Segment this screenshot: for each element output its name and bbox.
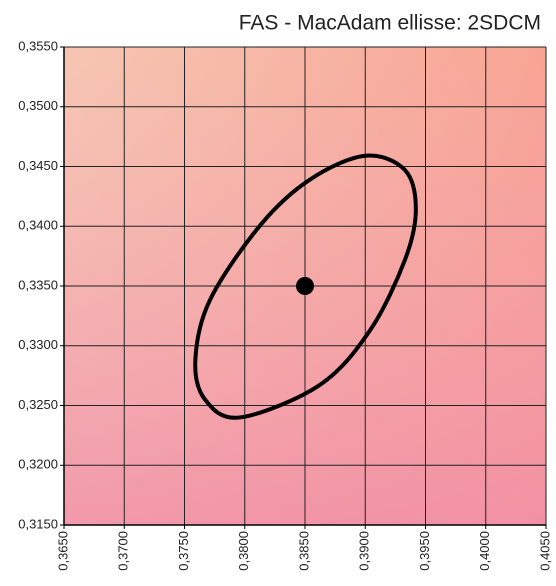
- x-tick-label: 0,3950: [417, 531, 432, 571]
- y-tick-label: 0,3450: [18, 158, 58, 173]
- ellipse: [193, 153, 418, 420]
- y-tick-label: 0,3400: [18, 218, 58, 233]
- x-tick-label: 0,4000: [477, 531, 492, 571]
- center-point: [296, 277, 314, 295]
- y-tick-label: 0,3500: [18, 98, 58, 113]
- x-tick-label: 0,3700: [116, 531, 131, 571]
- y-tick-label: 0,3350: [18, 277, 58, 292]
- x-tick-label: 0,3750: [176, 531, 191, 571]
- y-tick-label: 0,3250: [18, 397, 58, 412]
- x-tick-label: 0,3850: [296, 531, 311, 571]
- x-tick-label: 0,3800: [236, 531, 251, 571]
- x-tick-label: 0,3900: [357, 531, 372, 571]
- chart-title: FAS - MacAdam ellisse: 2SDCM: [239, 12, 541, 35]
- y-tick-label: 0,3550: [18, 38, 58, 53]
- x-tick-label: 0,4050: [537, 531, 552, 571]
- y-tick-label: 0,3150: [18, 516, 58, 531]
- y-tick-label: 0,3200: [18, 457, 58, 472]
- x-tick-label: 0,3650: [55, 531, 70, 571]
- y-tick-label: 0,3300: [18, 337, 58, 352]
